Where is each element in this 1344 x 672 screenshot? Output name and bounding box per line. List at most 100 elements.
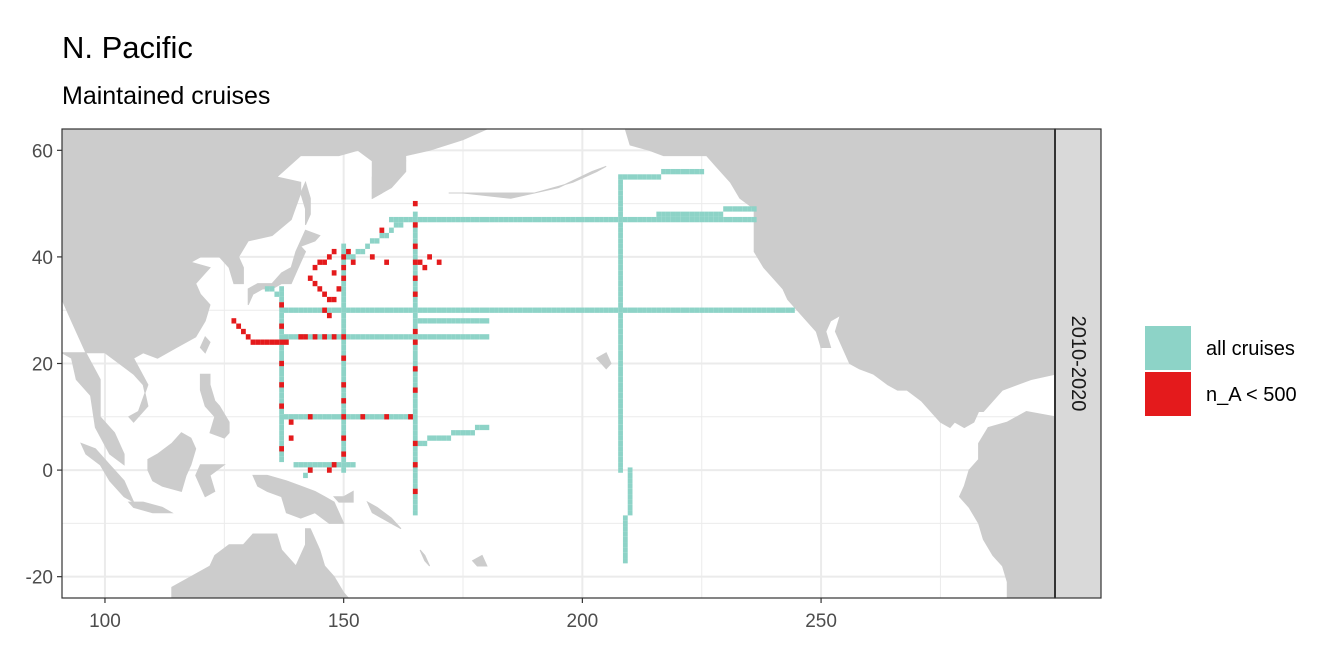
cell-all-cruises xyxy=(690,212,695,217)
cell-all-cruises xyxy=(709,217,714,222)
cell-all-cruises xyxy=(346,462,351,467)
cell-all-cruises xyxy=(337,334,342,339)
cell-all-cruises xyxy=(413,350,418,355)
cell-all-cruises xyxy=(637,174,642,179)
cell-all-cruises xyxy=(341,308,346,313)
cell-all-cruises xyxy=(618,222,623,227)
cell-all-cruises xyxy=(623,553,628,558)
cell-all-cruises xyxy=(585,308,590,313)
cell-n-a-lt-500 xyxy=(317,260,322,265)
cell-all-cruises xyxy=(494,217,499,222)
cell-all-cruises xyxy=(422,217,427,222)
cell-all-cruises xyxy=(465,217,470,222)
cell-all-cruises xyxy=(718,212,723,217)
cell-all-cruises xyxy=(341,270,346,275)
cell-all-cruises xyxy=(294,462,299,467)
cell-n-a-lt-500 xyxy=(279,324,284,329)
cell-all-cruises xyxy=(461,217,466,222)
cell-all-cruises xyxy=(379,414,384,419)
cell-all-cruises xyxy=(537,308,542,313)
cell-n-a-lt-500 xyxy=(327,313,332,318)
cell-all-cruises xyxy=(618,382,623,387)
cell-all-cruises xyxy=(656,174,661,179)
cell-all-cruises xyxy=(313,414,318,419)
cell-all-cruises xyxy=(489,217,494,222)
cell-all-cruises xyxy=(542,217,547,222)
cell-all-cruises xyxy=(265,286,270,291)
cell-all-cruises xyxy=(303,473,308,478)
cell-all-cruises xyxy=(733,206,738,211)
cell-all-cruises xyxy=(308,462,313,467)
cell-all-cruises xyxy=(475,425,480,430)
cell-all-cruises xyxy=(671,217,676,222)
cell-all-cruises xyxy=(604,217,609,222)
cell-all-cruises xyxy=(413,510,418,515)
cell-all-cruises xyxy=(341,366,346,371)
cell-all-cruises xyxy=(685,308,690,313)
cell-n-a-lt-500 xyxy=(341,254,346,259)
cell-all-cruises xyxy=(389,308,394,313)
cell-all-cruises xyxy=(456,318,461,323)
cell-all-cruises xyxy=(704,217,709,222)
cell-all-cruises xyxy=(413,457,418,462)
cell-n-a-lt-500 xyxy=(413,366,418,371)
cell-n-a-lt-500 xyxy=(279,382,284,387)
cell-all-cruises xyxy=(341,446,346,451)
cell-all-cruises xyxy=(432,318,437,323)
cell-all-cruises xyxy=(365,308,370,313)
cell-all-cruises xyxy=(690,308,695,313)
cell-all-cruises xyxy=(413,393,418,398)
cell-all-cruises xyxy=(699,308,704,313)
cell-all-cruises xyxy=(575,217,580,222)
cell-all-cruises xyxy=(723,206,728,211)
cell-all-cruises xyxy=(666,169,671,174)
cell-all-cruises xyxy=(628,483,633,488)
cell-all-cruises xyxy=(279,371,284,376)
cell-all-cruises xyxy=(279,435,284,440)
cell-all-cruises xyxy=(356,414,361,419)
cell-all-cruises xyxy=(413,419,418,424)
cell-all-cruises xyxy=(480,217,485,222)
cell-all-cruises xyxy=(341,361,346,366)
cell-all-cruises xyxy=(341,340,346,345)
legend-label: n_A < 500 xyxy=(1206,384,1297,406)
cell-all-cruises xyxy=(375,238,380,243)
cell-all-cruises xyxy=(623,217,628,222)
cell-all-cruises xyxy=(451,217,456,222)
cell-all-cruises xyxy=(618,457,623,462)
cell-all-cruises xyxy=(408,217,413,222)
cell-all-cruises xyxy=(341,350,346,355)
cell-all-cruises xyxy=(279,366,284,371)
cell-all-cruises xyxy=(642,217,647,222)
cell-all-cruises xyxy=(618,425,623,430)
cell-all-cruises xyxy=(451,308,456,313)
cell-all-cruises xyxy=(413,382,418,387)
cell-all-cruises xyxy=(399,414,404,419)
cell-all-cruises xyxy=(279,308,284,313)
cell-all-cruises xyxy=(504,308,509,313)
cell-all-cruises xyxy=(656,308,661,313)
cell-all-cruises xyxy=(442,435,447,440)
cell-all-cruises xyxy=(523,308,528,313)
cell-all-cruises xyxy=(566,308,571,313)
cell-all-cruises xyxy=(728,308,733,313)
cell-all-cruises xyxy=(456,334,461,339)
cell-n-a-lt-500 xyxy=(279,361,284,366)
cell-all-cruises xyxy=(695,308,700,313)
cell-n-a-lt-500 xyxy=(384,414,389,419)
cell-all-cruises xyxy=(413,313,418,318)
cell-all-cruises xyxy=(628,499,633,504)
cell-all-cruises xyxy=(279,350,284,355)
cell-all-cruises xyxy=(652,217,657,222)
cell-all-cruises xyxy=(279,430,284,435)
cell-all-cruises xyxy=(341,377,346,382)
cell-all-cruises xyxy=(623,308,628,313)
cell-all-cruises xyxy=(623,526,628,531)
cell-all-cruises xyxy=(432,308,437,313)
cell-all-cruises xyxy=(451,334,456,339)
cell-all-cruises xyxy=(475,334,480,339)
cell-all-cruises xyxy=(327,414,332,419)
cell-n-a-lt-500 xyxy=(408,414,413,419)
cell-all-cruises xyxy=(413,233,418,238)
